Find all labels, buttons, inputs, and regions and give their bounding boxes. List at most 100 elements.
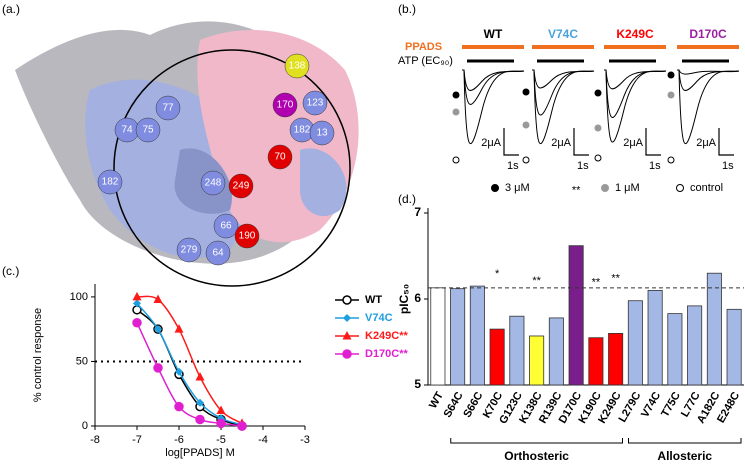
construct-title: WT	[484, 27, 503, 41]
time-scale: 1s	[577, 160, 589, 172]
residue-sphere	[228, 173, 254, 199]
x-tick-label: -3	[300, 434, 310, 446]
bar	[450, 288, 466, 386]
current-trace	[604, 69, 667, 90]
bar	[568, 245, 584, 386]
residue-sphere	[155, 95, 181, 121]
bar	[726, 308, 742, 386]
current-trace	[677, 69, 740, 91]
legend-label: V74C	[365, 312, 393, 324]
agonist-label: ATP (EC₉₀)	[398, 55, 453, 67]
legend-label: 1 μM	[615, 182, 640, 194]
construct-title: V74C	[548, 27, 578, 41]
bar	[509, 315, 525, 386]
bar	[667, 313, 683, 386]
residue-sphere	[309, 120, 335, 146]
legend-dot	[491, 184, 499, 192]
legend-marker	[342, 331, 352, 340]
concentration-dot	[594, 124, 602, 132]
y-tick-label: 6	[414, 291, 421, 305]
legend-label: D170C**	[365, 348, 409, 360]
y-tick-label: 5	[414, 377, 421, 391]
concentration-dot	[522, 121, 530, 129]
residue-sphere	[302, 90, 328, 116]
current-trace	[532, 69, 595, 144]
residue-label: 64	[212, 248, 224, 259]
bar	[608, 332, 624, 386]
fit-curve	[136, 302, 243, 426]
current-scale: 2μA	[481, 137, 501, 149]
bar	[469, 285, 485, 386]
x-tick-label: -6	[174, 434, 184, 446]
x-tick-label: T75C	[659, 390, 683, 419]
concentration-dot	[667, 71, 675, 79]
residue-sphere	[97, 169, 123, 195]
residue-label: 74	[121, 125, 133, 136]
group-bracket	[628, 438, 742, 444]
significance: **	[532, 275, 541, 287]
residue-label: 75	[142, 125, 154, 136]
data-marker	[195, 414, 205, 425]
data-marker	[216, 405, 226, 415]
ribbon-blue	[300, 148, 347, 217]
group-label: Allosteric	[657, 449, 712, 463]
data-marker	[237, 421, 247, 431]
x-tick-label: -8	[90, 434, 100, 446]
current-trace	[677, 69, 740, 144]
bar	[548, 317, 564, 386]
x-tick-label: -5	[216, 434, 226, 446]
concentration-dot	[667, 91, 675, 99]
current-trace	[462, 69, 525, 144]
legend-label: 3 μM	[505, 182, 530, 194]
legend-label: WT	[365, 294, 382, 306]
current-trace	[532, 69, 595, 89]
bar	[430, 287, 446, 386]
bar	[687, 305, 703, 386]
bar	[647, 289, 663, 386]
bar	[627, 300, 643, 386]
data-marker	[153, 294, 163, 303]
residue-sphere	[284, 53, 310, 79]
residue-sphere	[272, 92, 298, 118]
data-marker	[132, 317, 142, 328]
bar	[489, 328, 505, 386]
data-marker	[175, 367, 183, 376]
residue-label: 182	[102, 177, 119, 188]
data-marker	[195, 371, 205, 381]
legend-dot	[601, 184, 609, 192]
concentration-dot	[594, 89, 602, 97]
current-trace	[532, 69, 595, 116]
legend-label: K249C**	[365, 330, 409, 342]
residue-label: 190	[239, 231, 256, 242]
residue-label: 249	[233, 181, 250, 192]
data-marker	[132, 291, 142, 301]
legend-marker	[342, 295, 352, 305]
legend-marker	[343, 314, 351, 322]
residue-sphere	[135, 117, 161, 143]
residue-label: 77	[162, 103, 174, 114]
legend-label: control	[690, 182, 723, 194]
x-tick-label: -4	[258, 434, 268, 446]
scale-bar	[645, 128, 661, 156]
bar	[588, 337, 604, 386]
x-tick-label: WT	[427, 390, 446, 411]
time-scale: 1s	[507, 160, 519, 172]
panel-label: (c.)	[2, 264, 19, 278]
residue-label: 66	[220, 221, 232, 232]
residue-label: 123	[307, 98, 324, 109]
concentration-dot	[452, 108, 460, 116]
concentration-dot	[452, 156, 460, 164]
residue-sphere	[234, 223, 260, 249]
residue-label: 170	[277, 100, 294, 111]
significance: *	[495, 268, 500, 280]
data-marker	[133, 299, 141, 308]
data-marker	[216, 418, 226, 429]
site-circle	[113, 49, 351, 287]
scale-bar	[573, 128, 589, 156]
residue-label: 13	[316, 128, 328, 139]
residue-sphere	[267, 144, 293, 170]
fit-curve	[136, 309, 243, 427]
concentration-dot	[522, 88, 530, 96]
y-axis-label: % control response	[32, 308, 44, 402]
